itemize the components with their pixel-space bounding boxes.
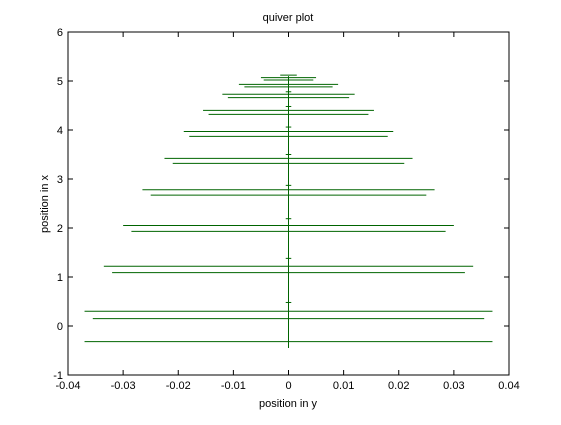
y-tick-label: 2 <box>57 223 63 235</box>
x-tick-label: 0 <box>285 380 291 392</box>
y-tick-label: 1 <box>57 272 63 284</box>
x-tick-label: 0.01 <box>333 380 354 392</box>
y-tick-label: 6 <box>57 27 63 39</box>
y-axis-label: position in x <box>39 174 51 233</box>
y-tick-label: -1 <box>53 370 63 382</box>
x-tick-label: -0.01 <box>221 380 246 392</box>
y-tick-label: 3 <box>57 174 63 186</box>
x-tick-label: 0.02 <box>388 380 409 392</box>
x-axis-label: position in y <box>259 398 318 410</box>
x-tick-label: -0.02 <box>166 380 191 392</box>
x-tick-label: -0.04 <box>55 380 80 392</box>
y-tick-label: 0 <box>57 321 63 333</box>
chart-title: quiver plot <box>263 12 314 24</box>
x-tick-label: 0.04 <box>498 380 519 392</box>
x-tick-label: 0.03 <box>443 380 464 392</box>
y-tick-label: 5 <box>57 76 63 88</box>
quiver-arrows <box>84 74 493 349</box>
x-tick-label: -0.03 <box>111 380 136 392</box>
axes: -0.04 -0.03 -0.02 -0.01 0 0.01 0.02 0.03 0.04 -1 0… <box>53 27 519 392</box>
y-tick-label: 4 <box>57 125 63 137</box>
